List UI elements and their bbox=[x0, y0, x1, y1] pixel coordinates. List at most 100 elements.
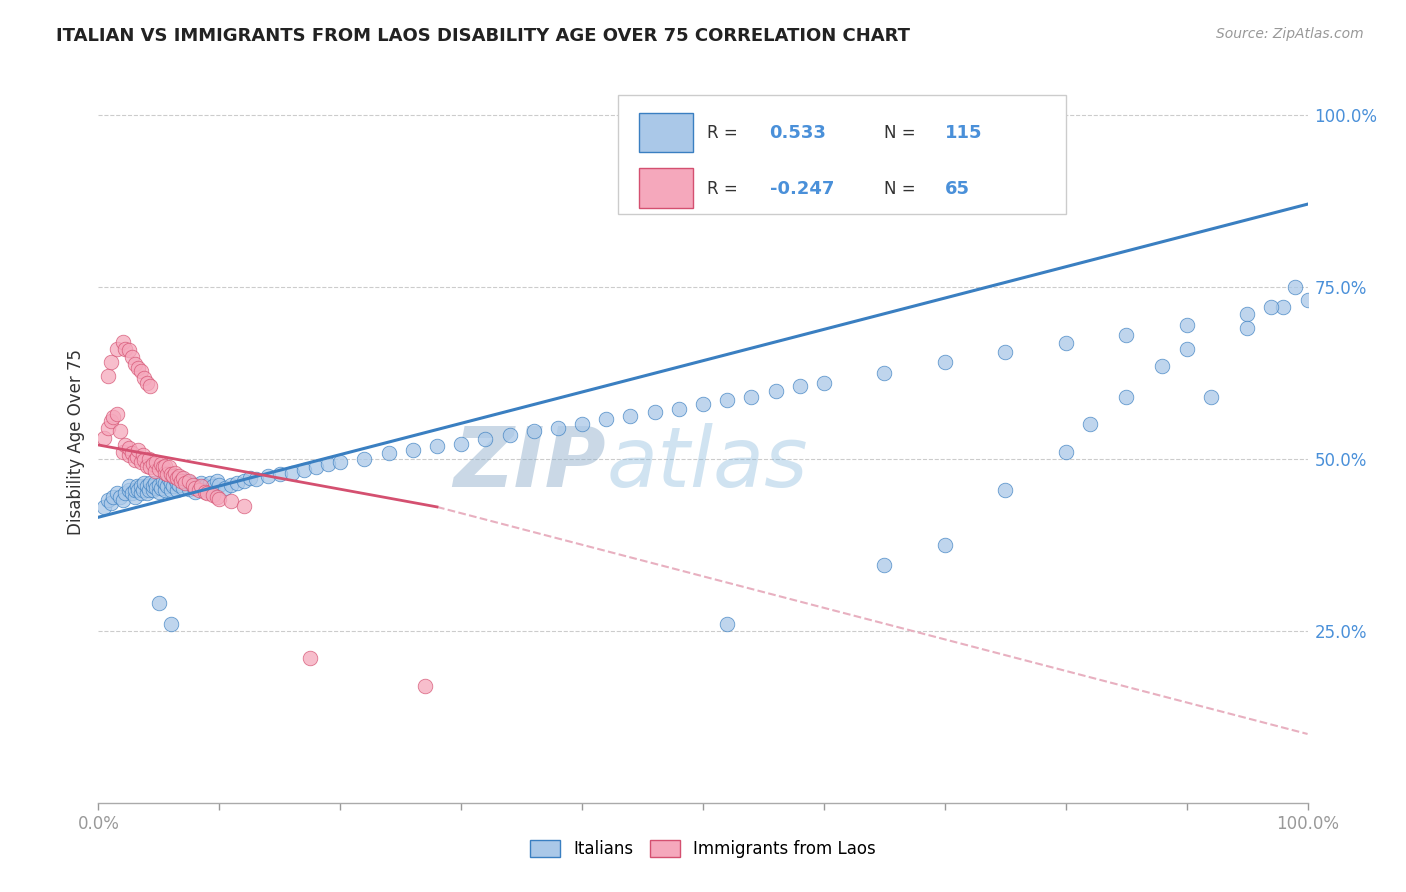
Point bbox=[179, 475, 201, 490]
Point bbox=[121, 350, 143, 364]
Point bbox=[139, 379, 162, 393]
Point bbox=[142, 483, 165, 497]
Point bbox=[156, 467, 179, 481]
Point bbox=[232, 474, 254, 488]
Point bbox=[169, 469, 191, 483]
Point bbox=[111, 334, 134, 349]
Point bbox=[143, 464, 166, 478]
Point bbox=[187, 481, 209, 495]
Point bbox=[134, 453, 156, 467]
Point bbox=[595, 412, 617, 426]
Point bbox=[114, 438, 136, 452]
Point bbox=[101, 410, 124, 425]
Point bbox=[162, 469, 184, 483]
Point bbox=[135, 458, 157, 473]
Point bbox=[97, 369, 120, 384]
Point bbox=[668, 402, 690, 417]
Point bbox=[127, 479, 149, 493]
Point bbox=[1236, 321, 1258, 335]
Point bbox=[292, 463, 315, 477]
Point bbox=[129, 486, 152, 500]
Point bbox=[194, 484, 217, 499]
Text: 0.533: 0.533 bbox=[769, 124, 827, 142]
Point bbox=[97, 421, 120, 435]
Point bbox=[205, 490, 228, 504]
Point bbox=[150, 457, 173, 471]
Point bbox=[1115, 390, 1137, 404]
Point bbox=[160, 475, 183, 490]
Point bbox=[163, 472, 186, 486]
Point bbox=[413, 679, 436, 693]
Point bbox=[100, 414, 122, 428]
Point bbox=[127, 483, 149, 497]
Point bbox=[118, 483, 141, 497]
Point bbox=[305, 460, 328, 475]
Point bbox=[571, 417, 593, 432]
Bar bbox=[638, 169, 693, 208]
Point bbox=[353, 451, 375, 466]
Point bbox=[139, 475, 162, 490]
Point bbox=[195, 486, 218, 500]
Point bbox=[181, 478, 204, 492]
Point bbox=[523, 424, 546, 438]
Point bbox=[187, 483, 209, 497]
Point bbox=[135, 479, 157, 493]
Point bbox=[152, 474, 174, 488]
Point bbox=[163, 466, 186, 480]
Point bbox=[132, 483, 155, 497]
Point bbox=[132, 448, 155, 462]
Point bbox=[148, 462, 170, 476]
Point bbox=[100, 496, 122, 510]
Point bbox=[105, 486, 128, 500]
Point bbox=[208, 478, 231, 492]
Point bbox=[245, 472, 267, 486]
Text: ITALIAN VS IMMIGRANTS FROM LAOS DISABILITY AGE OVER 75 CORRELATION CHART: ITALIAN VS IMMIGRANTS FROM LAOS DISABILI… bbox=[56, 27, 910, 45]
Point bbox=[172, 471, 194, 485]
Point bbox=[105, 407, 128, 421]
Point bbox=[1152, 359, 1174, 373]
Point bbox=[1236, 307, 1258, 321]
Point bbox=[172, 481, 194, 495]
Point bbox=[198, 475, 221, 490]
Point bbox=[221, 478, 243, 492]
Point bbox=[716, 393, 738, 408]
Point bbox=[716, 616, 738, 631]
Point bbox=[162, 479, 184, 493]
Point bbox=[129, 364, 152, 378]
Point bbox=[142, 479, 165, 493]
Text: ZIP: ZIP bbox=[454, 423, 606, 504]
Point bbox=[160, 616, 183, 631]
Point bbox=[153, 458, 176, 473]
Text: N =: N = bbox=[884, 179, 915, 198]
Point bbox=[129, 479, 152, 493]
Point bbox=[205, 474, 228, 488]
Point bbox=[202, 479, 225, 493]
Point bbox=[139, 460, 162, 475]
Point bbox=[221, 494, 243, 508]
Point bbox=[134, 475, 156, 490]
Point bbox=[124, 453, 146, 467]
Point bbox=[124, 490, 146, 504]
Point bbox=[118, 343, 141, 357]
Text: atlas: atlas bbox=[606, 423, 808, 504]
Point bbox=[329, 455, 352, 469]
Point bbox=[93, 500, 115, 514]
Point bbox=[127, 360, 149, 375]
Point bbox=[121, 446, 143, 460]
Point bbox=[135, 486, 157, 500]
Point bbox=[148, 596, 170, 610]
Point bbox=[179, 482, 201, 496]
Point bbox=[118, 442, 141, 456]
Point bbox=[93, 431, 115, 445]
Point bbox=[153, 483, 176, 497]
Point bbox=[226, 475, 249, 490]
Point bbox=[994, 483, 1017, 497]
Point bbox=[153, 466, 176, 480]
Point bbox=[101, 490, 124, 504]
Point bbox=[108, 424, 131, 438]
Point bbox=[789, 379, 811, 393]
Point bbox=[190, 475, 212, 490]
Point bbox=[934, 355, 956, 369]
Point bbox=[1296, 293, 1319, 308]
Point bbox=[134, 370, 156, 384]
